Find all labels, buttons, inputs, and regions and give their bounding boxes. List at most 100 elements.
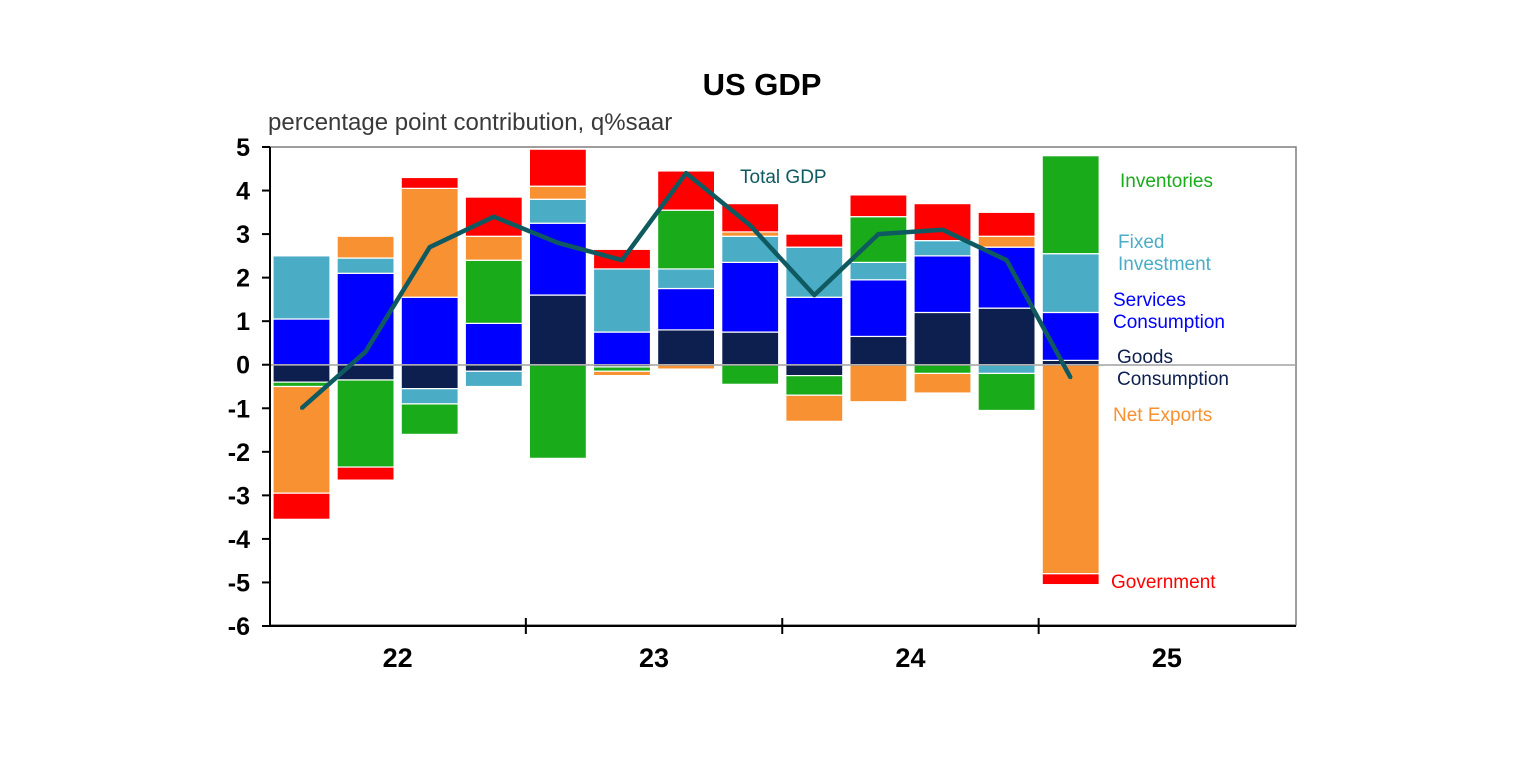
y-tick-label: 5 (236, 134, 250, 162)
y-tick-label: -2 (228, 439, 250, 467)
x-tick-label: 22 (383, 643, 413, 673)
bar-government-2 (336, 466, 395, 481)
bar-services-consumption-7 (656, 287, 716, 331)
bar-inventories-9 (785, 375, 844, 396)
bar-fixed-investment-2 (336, 257, 395, 274)
total-gdp-point-4 (492, 215, 496, 219)
bar-fixed-investment-3 (400, 388, 459, 405)
bar-inventories-7 (656, 209, 716, 270)
total-gdp-point-8 (748, 223, 752, 227)
legend-inventories: Inventories (1120, 171, 1213, 192)
y-tick-label: 0 (236, 352, 250, 380)
total-gdp-annotation: Total GDP (740, 167, 827, 188)
bar-goods-consumption-1 (272, 364, 331, 383)
legend-services: Services (1113, 290, 1186, 311)
bar-goods-consumption-11 (913, 311, 972, 366)
total-gdp-point-3 (428, 245, 432, 249)
bar-net-exports-2 (336, 235, 395, 259)
legend-fixed: Fixed (1118, 232, 1164, 253)
bar-goods-consumption-8 (721, 331, 780, 366)
total-gdp-point-5 (556, 241, 560, 245)
total-gdp-point-7 (684, 171, 688, 175)
total-gdp-point-10 (876, 232, 880, 236)
legend-net-exports: Net Exports (1113, 405, 1212, 426)
total-gdp-line-layer (300, 170, 1073, 410)
y-tick-label: 2 (236, 265, 250, 293)
bar-fixed-investment-12 (977, 364, 1036, 375)
y-tick-label: 4 (236, 178, 250, 206)
bar-services-consumption-3 (400, 296, 459, 366)
total-gdp-point-1 (300, 406, 303, 410)
bar-government-12 (977, 211, 1036, 237)
bar-inventories-3 (400, 403, 459, 435)
y-axis: 5 4 3 2 1 0 -1 -2 -3 -4 -5 -6 (228, 134, 271, 641)
bar-net-exports-10 (849, 364, 908, 403)
bar-services-consumption-10 (849, 279, 908, 338)
bar-inventories-1 (272, 381, 331, 388)
bar-inventories-8 (721, 364, 780, 385)
x-axis: 22 23 24 25 (262, 618, 1296, 673)
total-gdp-point-6 (620, 258, 624, 262)
bar-government-1 (272, 492, 331, 520)
y-tick-label: -1 (228, 395, 250, 423)
total-gdp-point-13 (1069, 376, 1073, 380)
y-tick-label: -3 (228, 482, 250, 510)
bar-goods-consumption-13 (1041, 359, 1100, 366)
bar-services-consumption-6 (592, 331, 652, 366)
bar-goods-consumption-9 (785, 364, 844, 377)
bar-fixed-investment-4 (464, 370, 523, 388)
bar-goods-consumption-7 (656, 329, 716, 366)
bar-fixed-investment-11 (913, 240, 972, 257)
bar-services-consumption-9 (785, 296, 844, 366)
bar-net-exports-5 (528, 185, 588, 200)
bar-net-exports-12 (977, 235, 1036, 248)
bar-services-consumption-4 (464, 322, 523, 366)
legend-goods: Goods (1117, 347, 1173, 368)
chart-title: US GDP (703, 67, 822, 102)
bar-goods-consumption-5 (528, 294, 588, 366)
bar-government-3 (400, 176, 459, 189)
bar-goods-consumption-12 (977, 307, 1036, 366)
bar-inventories-12 (977, 372, 1036, 412)
bar-inventories-5 (528, 364, 588, 459)
legend-investment: Investment (1118, 254, 1212, 275)
bar-net-exports-1 (272, 385, 331, 494)
legend-services-consumption: Consumption (1113, 312, 1225, 333)
bar-goods-consumption-3 (400, 364, 459, 390)
bar-government-10 (849, 194, 908, 218)
bar-net-exports-6 (592, 370, 652, 377)
bar-fixed-investment-13 (1041, 253, 1100, 314)
bar-government-5 (528, 148, 588, 187)
total-gdp-point-12 (1005, 258, 1009, 262)
bar-net-exports-8 (721, 231, 780, 237)
y-tick-label: -4 (228, 526, 250, 554)
bar-services-consumption-11 (913, 255, 972, 314)
total-gdp-point-11 (941, 228, 944, 232)
bar-net-exports-4 (464, 235, 523, 261)
bar-government-11 (913, 203, 972, 242)
bar-inventories-11 (913, 364, 972, 375)
total-gdp-point-2 (364, 350, 368, 354)
bar-net-exports-11 (913, 372, 972, 394)
legend-goods-consumption: Consumption (1117, 369, 1229, 390)
bar-inventories-6 (592, 366, 652, 372)
bar-net-exports-13 (1041, 364, 1100, 575)
bar-net-exports-9 (785, 394, 844, 422)
bar-services-consumption-13 (1041, 311, 1100, 361)
bar-fixed-investment-6 (592, 268, 652, 333)
bar-inventories-4 (464, 259, 523, 324)
bar-inventories-2 (336, 379, 395, 468)
bar-fixed-investment-1 (272, 255, 331, 320)
y-tick-label: 3 (236, 221, 250, 249)
bar-goods-consumption-10 (849, 335, 908, 366)
bar-services-consumption-8 (721, 261, 780, 333)
legend: Inventories Fixed Investment Services Co… (1111, 171, 1229, 593)
y-tick-label: -6 (228, 613, 250, 641)
bar-inventories-13 (1041, 155, 1100, 255)
x-tick-label: 23 (639, 643, 669, 673)
legend-government: Government (1111, 572, 1216, 593)
bar-services-consumption-1 (272, 318, 331, 366)
x-tick-label: 25 (1152, 643, 1182, 673)
y-tick-label: 1 (236, 308, 250, 336)
